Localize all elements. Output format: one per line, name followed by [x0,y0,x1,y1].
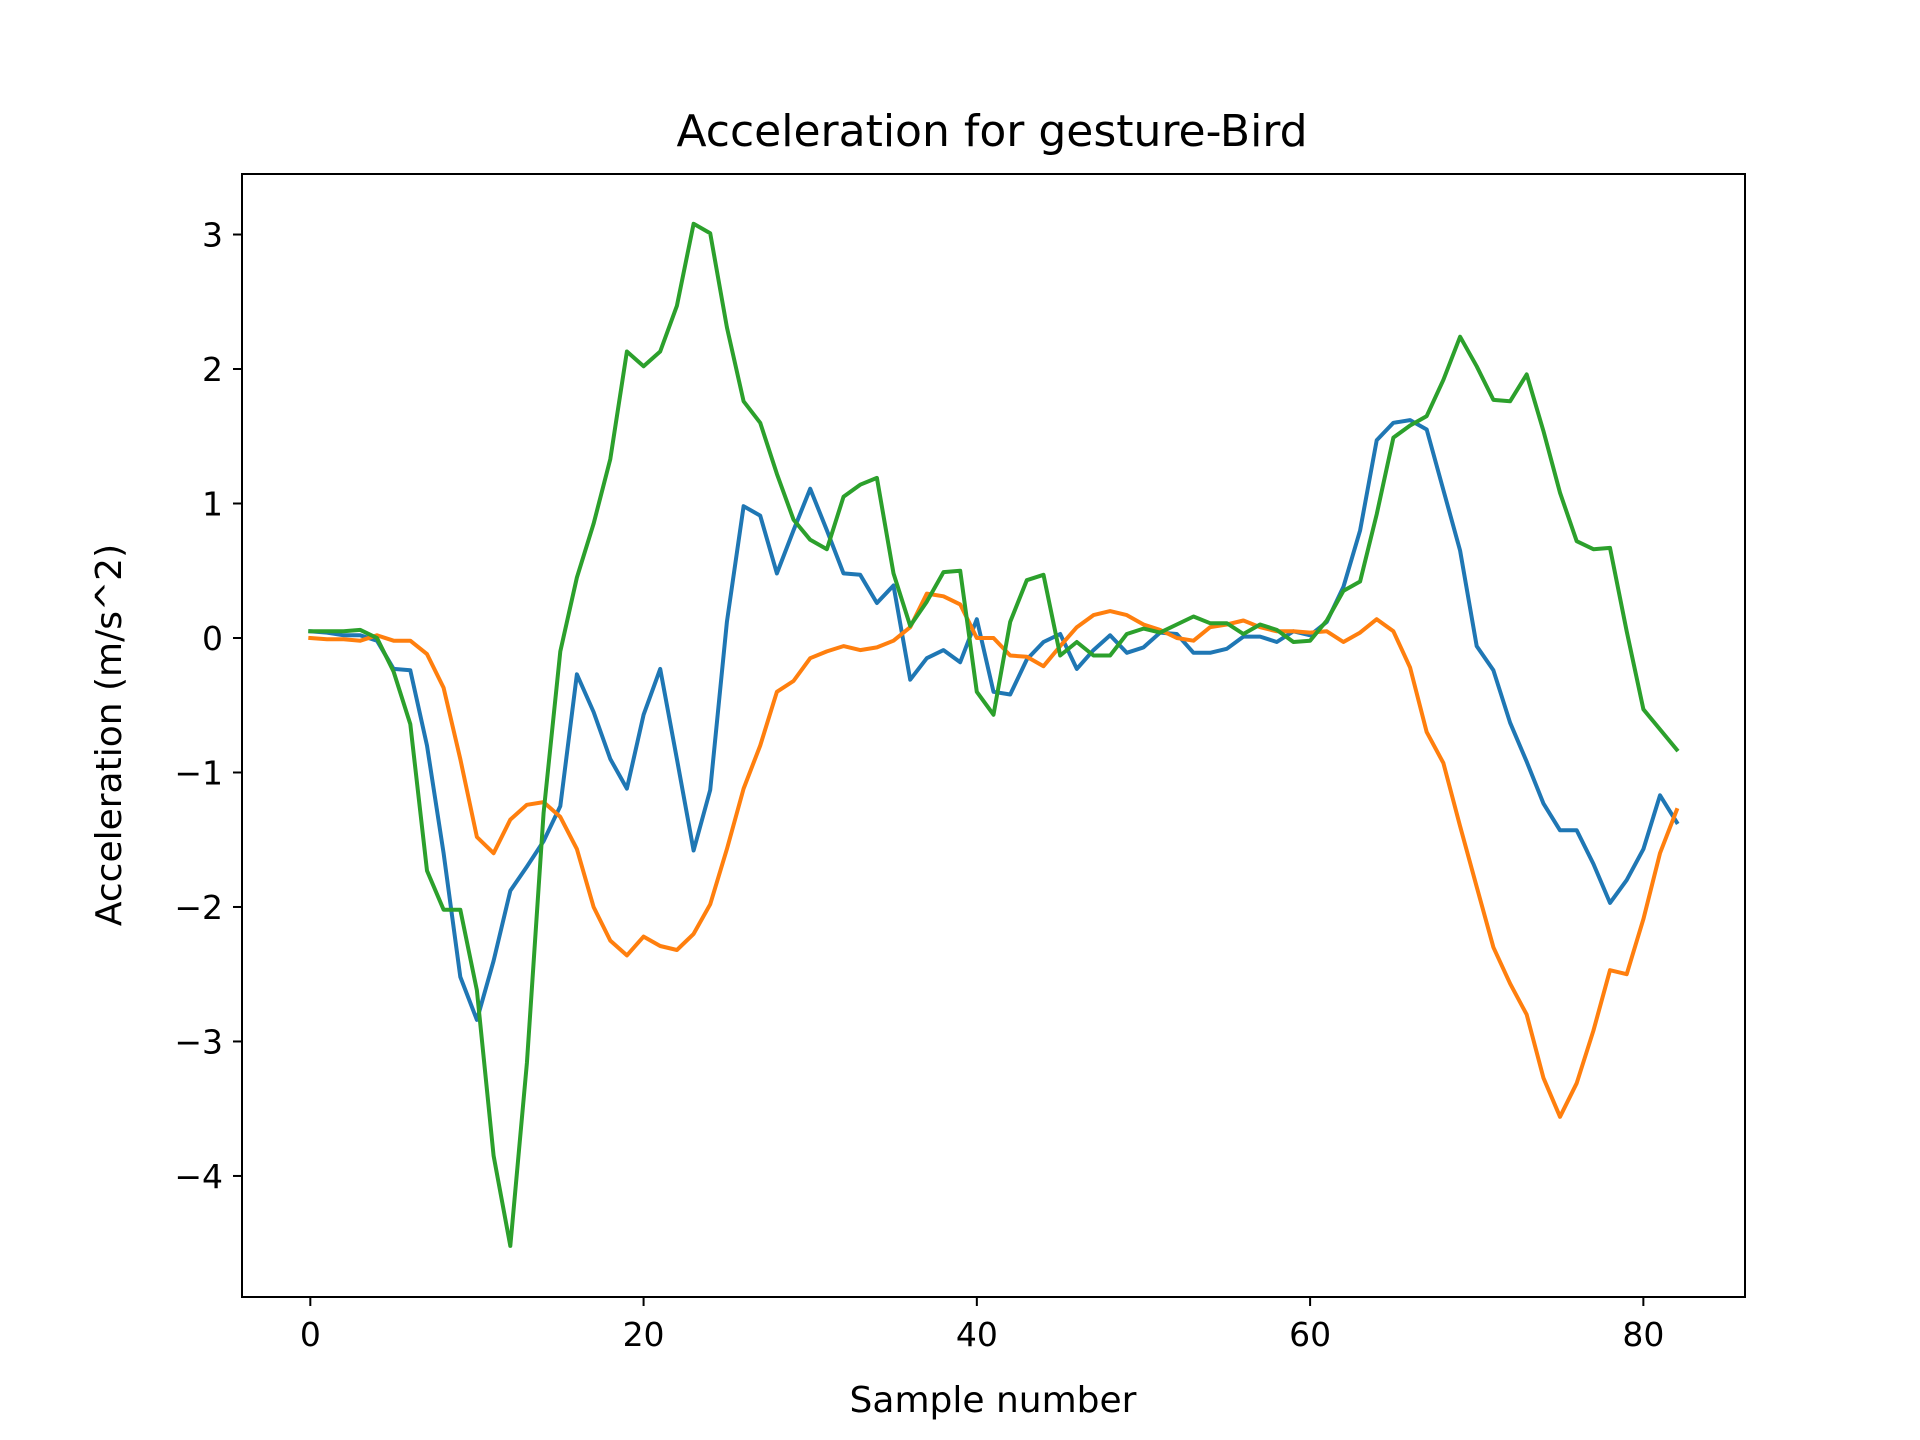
y-tick-label: −3 [174,1022,223,1061]
x-tick-label: 20 [623,1315,665,1354]
y-tick-label: 2 [202,350,223,389]
y-axis-label: Acceleration (m/s^2) [89,544,130,926]
series-3 [308,221,1680,1248]
x-tick-label: 40 [956,1315,998,1354]
plot-area [308,221,1680,1248]
y-tick-label: −1 [174,753,223,792]
series-3-line [308,221,1680,1248]
y-tick-label: 1 [202,485,223,524]
x-tick-label: 0 [300,1315,321,1354]
series-2 [308,591,1680,1119]
y-axis: 3 2 1 0 −1 −2 −3 −4 [174,216,242,1196]
x-tick-label: 60 [1289,1315,1331,1354]
series-1-line [308,418,1680,1022]
y-tick-label: −2 [174,888,223,927]
x-axis-label: Sample number [850,1380,1137,1421]
series-2-line [308,591,1680,1119]
chart-title: Acceleration for gesture-Bird [676,106,1307,157]
y-tick-label: 0 [202,619,223,658]
y-tick-label: −4 [174,1157,223,1196]
axes-frame [241,173,1746,1298]
y-tick-label: 3 [202,216,223,255]
x-axis: 0 20 40 60 80 [300,1297,1664,1354]
x-tick-label: 80 [1622,1315,1664,1354]
series-1 [308,418,1680,1022]
